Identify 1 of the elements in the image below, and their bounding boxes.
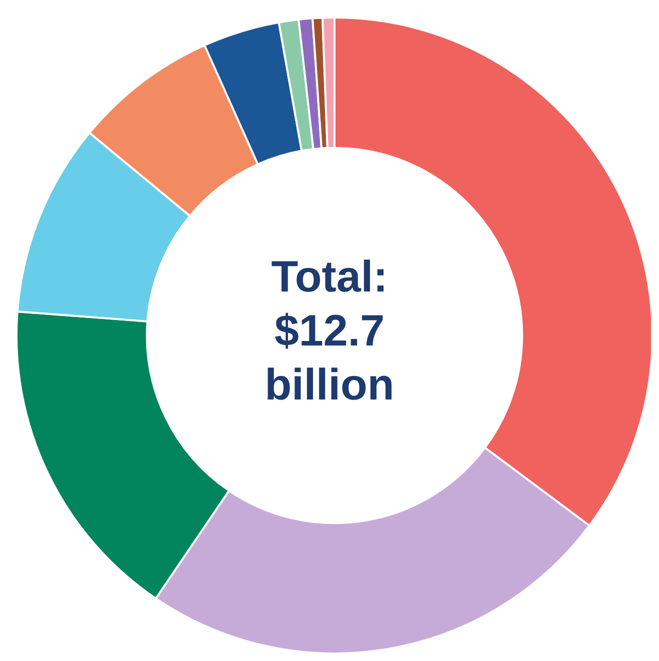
- text: Total: $12.7 billion: [264, 252, 394, 410]
